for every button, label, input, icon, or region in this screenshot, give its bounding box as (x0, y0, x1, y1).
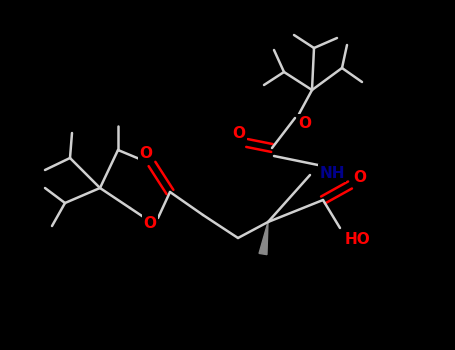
Text: O: O (354, 169, 366, 184)
Text: HO: HO (345, 232, 371, 247)
Text: O: O (233, 126, 246, 140)
Text: O: O (298, 116, 312, 131)
Polygon shape (259, 222, 268, 254)
Text: O: O (140, 147, 152, 161)
Text: NH: NH (319, 166, 345, 181)
Text: O: O (143, 216, 157, 231)
